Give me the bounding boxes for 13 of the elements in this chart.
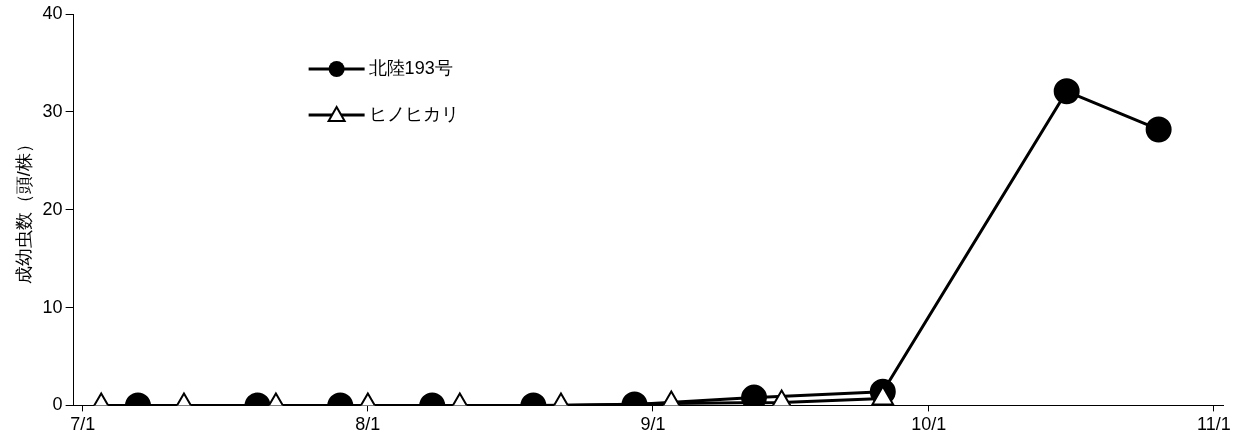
x-tick-label: 9/1: [640, 414, 666, 435]
x-tick-label: 10/1: [911, 414, 947, 435]
x-tick-label: 7/1: [70, 414, 96, 435]
y-tick-label: 10: [42, 296, 63, 317]
y-tick-label: 40: [42, 2, 63, 23]
y-tick-label: 20: [42, 198, 63, 219]
x-tick-label: 11/1: [1196, 414, 1231, 435]
x-tick-label: 8/1: [355, 414, 381, 435]
y-tick-label: 30: [42, 100, 63, 121]
y-tick-label: 0: [52, 394, 63, 415]
legend-label: ヒノヒカリ: [368, 103, 459, 124]
legend-label: 北陸193号: [368, 57, 453, 78]
y-axis-title: 成幼虫数（頭/株）: [13, 135, 34, 285]
